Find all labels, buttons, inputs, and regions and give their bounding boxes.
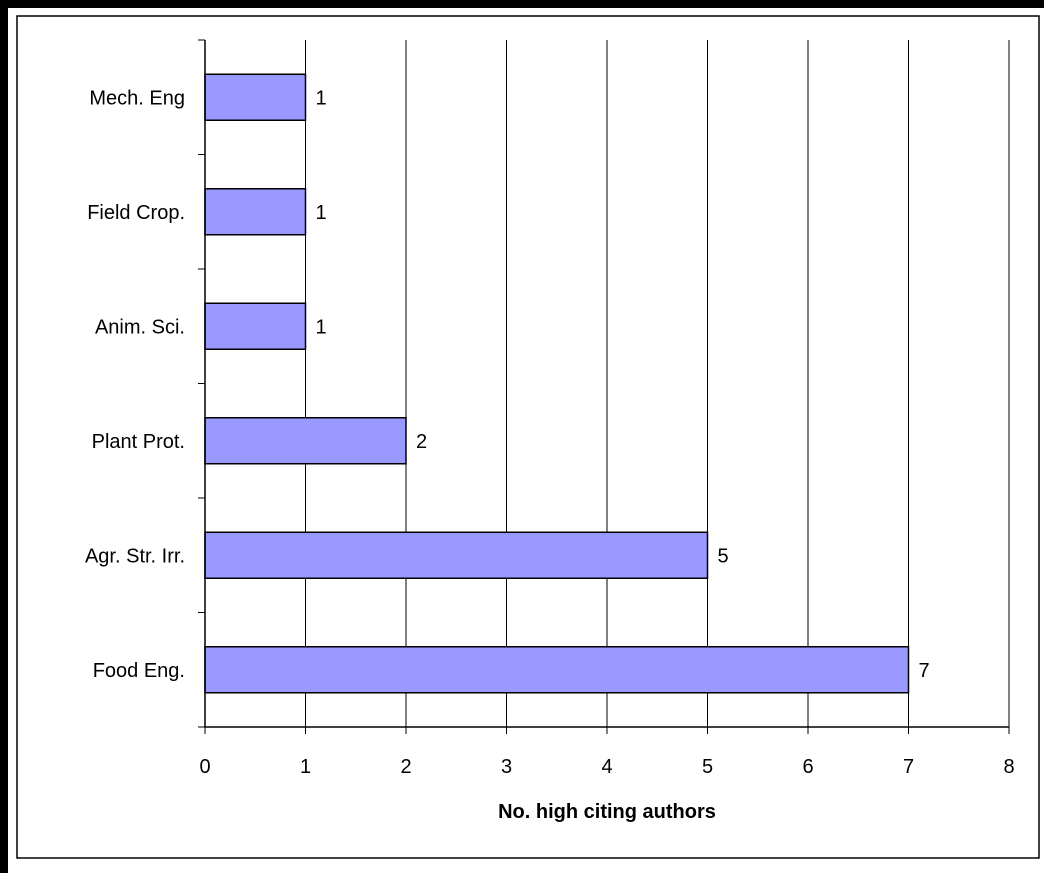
- category-label: Mech. Eng: [89, 87, 185, 109]
- x-tick-label: 2: [400, 756, 411, 778]
- x-tick-label: 7: [903, 756, 914, 778]
- x-axis-title: No. high citing authors: [498, 801, 716, 823]
- x-tick-label: 8: [1003, 756, 1014, 778]
- x-tick-label: 3: [501, 756, 512, 778]
- x-tick-label: 6: [802, 756, 813, 778]
- data-label: 7: [919, 660, 930, 682]
- data-label: 1: [316, 87, 327, 109]
- bar: [204, 417, 407, 465]
- category-label: Food Eng.: [93, 660, 185, 682]
- axes: Mech. Eng Field Crop. Anim. Sci. Plant Prot…: [85, 39, 1015, 778]
- x-tick-label: 0: [199, 756, 210, 778]
- bar: [204, 188, 307, 236]
- category-label: Anim. Sci.: [95, 316, 185, 338]
- gridlines: [305, 40, 1010, 727]
- category-label: Plant Prot.: [92, 431, 185, 453]
- category-label: Field Crop.: [87, 202, 185, 224]
- category-label: Agr. Str. Irr.: [85, 545, 185, 567]
- bar: [204, 646, 910, 694]
- bar: [204, 302, 307, 350]
- data-label: 1: [316, 202, 327, 224]
- data-label: 2: [416, 431, 427, 453]
- data-label: 1: [316, 316, 327, 338]
- x-tick-label: 1: [300, 756, 311, 778]
- bar: [204, 531, 709, 579]
- data-label: 5: [718, 545, 729, 567]
- x-tick-label: 4: [601, 756, 612, 778]
- inner-border: [16, 15, 1040, 859]
- bar: [204, 73, 307, 121]
- bars: 1 1 1 2 5 7: [204, 73, 930, 694]
- x-tick-label: 5: [702, 756, 713, 778]
